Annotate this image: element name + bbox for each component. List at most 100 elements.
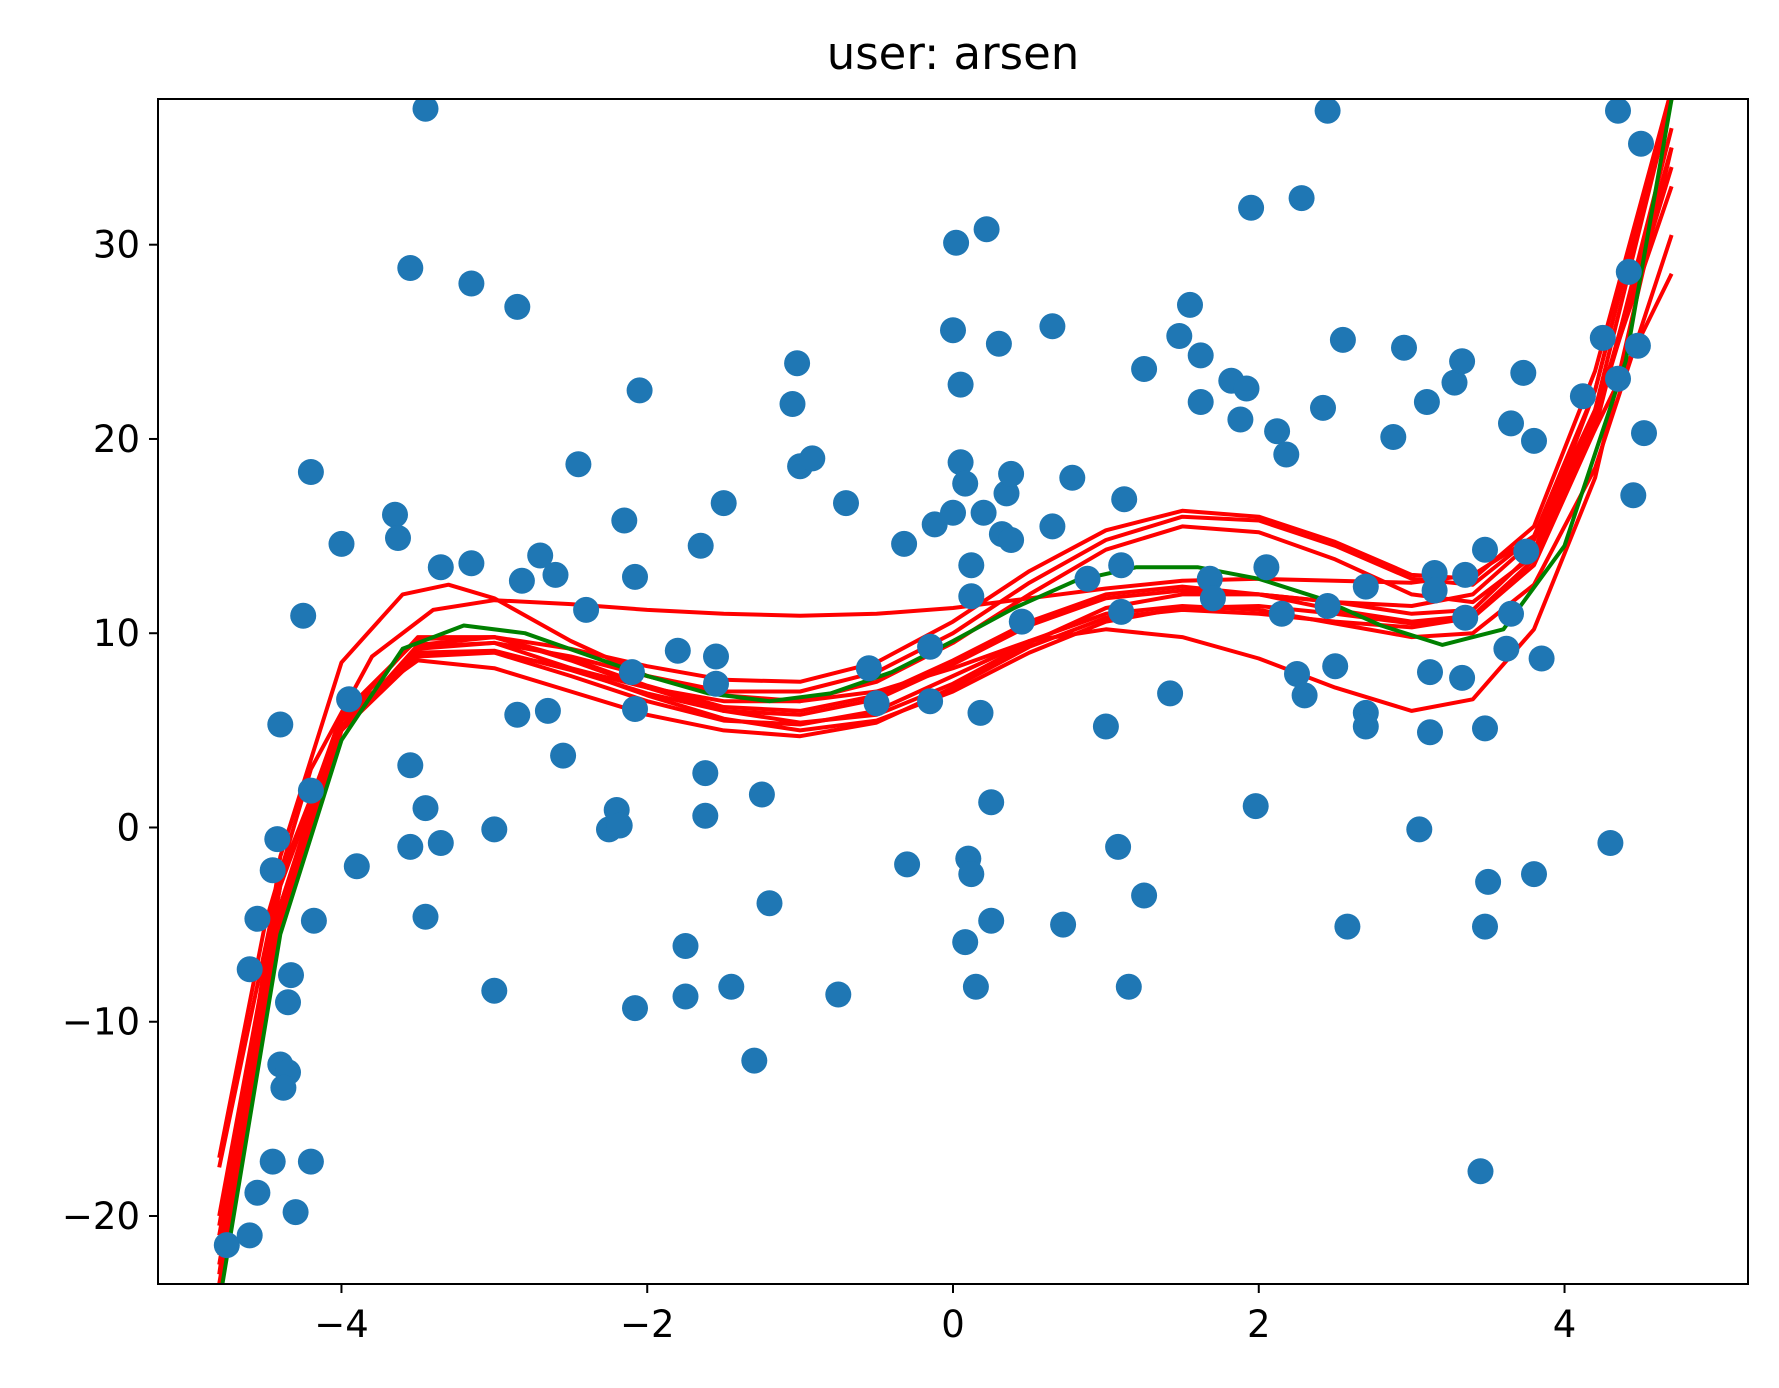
scatter-point: [1413, 389, 1440, 415]
scatter-point: [1177, 291, 1203, 318]
scatter-point: [863, 690, 890, 717]
scatter-point: [993, 480, 1020, 507]
scatter-point: [427, 830, 454, 856]
scatter-point: [1242, 793, 1269, 820]
scatter-point: [542, 561, 569, 588]
scatter-point: [275, 989, 301, 1016]
chart-title: user: arsen: [827, 27, 1080, 80]
scatter-point: [962, 973, 989, 1000]
scatter-point: [297, 459, 324, 485]
scatter-point: [692, 760, 719, 787]
scatter-point: [1187, 342, 1214, 369]
scatter-point: [1472, 536, 1498, 563]
scatter-point: [710, 490, 737, 517]
scatter-point: [1472, 913, 1498, 940]
scatter-point: [1008, 608, 1035, 635]
scatter-point: [1108, 552, 1135, 579]
scatter-point: [565, 451, 592, 478]
scatter-point: [894, 851, 921, 878]
scatter-point: [1039, 313, 1066, 340]
y-tick-label: 20: [93, 418, 140, 461]
scatter-point: [508, 567, 535, 594]
scatter-point: [1352, 573, 1379, 600]
scatter-point: [1238, 194, 1265, 221]
scatter-point: [1108, 598, 1135, 625]
scatter-point: [1449, 348, 1476, 375]
scatter-point: [1273, 441, 1300, 468]
scatter-point: [833, 490, 859, 517]
scatter-point: [1105, 833, 1132, 860]
scatter-point: [998, 527, 1025, 553]
scatter-point: [1050, 911, 1077, 938]
scatter-point: [1417, 659, 1443, 686]
scatter-point: [741, 1047, 768, 1074]
scatter-point: [236, 956, 263, 983]
scatter-point: [1074, 565, 1101, 592]
scatter-point: [1131, 356, 1158, 382]
scatter-point: [1314, 99, 1341, 124]
scatter-point: [1441, 369, 1468, 396]
scatter-point: [1513, 538, 1540, 565]
fit-line-9: [217, 99, 1672, 1284]
scatter-point: [397, 255, 424, 281]
scatter-point: [1131, 882, 1158, 909]
scatter-point: [1334, 913, 1361, 940]
y-tick-label: −10: [62, 1001, 140, 1044]
scatter-point: [412, 903, 439, 930]
scatter-point: [1624, 332, 1651, 359]
scatter-point: [947, 449, 974, 476]
scatter-point: [397, 752, 424, 779]
scatter-point: [1380, 424, 1407, 450]
scatter-point: [385, 525, 411, 551]
scatter-point: [1284, 661, 1310, 687]
scatter-point: [1314, 593, 1341, 619]
scatter-point: [748, 781, 775, 808]
x-tick-label: −2: [620, 1303, 675, 1346]
scatter-point: [1199, 585, 1226, 612]
scatter-point: [244, 1179, 271, 1206]
scatter-point: [382, 501, 408, 528]
scatter-point: [1253, 554, 1280, 581]
scatter-point: [1268, 600, 1295, 627]
scatter-point: [458, 550, 485, 577]
scatter-point: [504, 293, 531, 320]
scatter-point: [703, 643, 729, 670]
scatter-point: [297, 1148, 324, 1175]
scatter-point: [687, 532, 714, 559]
scatter-point: [1115, 973, 1142, 1000]
scatter-point: [940, 499, 966, 526]
scatter-point: [1233, 375, 1260, 402]
scatter-point: [328, 530, 355, 557]
scatter-point: [282, 1199, 309, 1226]
scatter-point: [692, 802, 719, 829]
scatter-point: [978, 789, 1005, 816]
scatter-point: [622, 696, 648, 722]
scatter-point: [458, 270, 485, 297]
scatter-point: [618, 659, 645, 686]
scatter-point: [917, 688, 944, 715]
scatter-point: [703, 670, 729, 697]
y-tick-label: 30: [93, 224, 140, 267]
scatter-point: [917, 633, 944, 660]
scatter-point: [270, 1074, 297, 1101]
scatter-point: [1472, 715, 1498, 742]
scatter-point: [297, 777, 324, 804]
fit-line-8: [217, 99, 1672, 1265]
scatter-point: [1615, 258, 1642, 285]
true-curve-line: [220, 99, 1674, 1284]
scatter-point: [213, 1232, 240, 1259]
scatter-point: [1310, 394, 1336, 421]
scatter-point: [1452, 604, 1479, 631]
scatter-point: [622, 563, 648, 590]
scatter-point: [756, 890, 783, 917]
scatter-point: [672, 933, 699, 959]
scatter-point: [1187, 389, 1214, 415]
scatter-point: [998, 460, 1025, 487]
scatter-point: [940, 317, 966, 344]
scatter-point: [672, 983, 699, 1010]
x-tick-label: −4: [314, 1303, 369, 1346]
scatter-point: [958, 552, 985, 579]
scatter-point: [1605, 99, 1631, 124]
